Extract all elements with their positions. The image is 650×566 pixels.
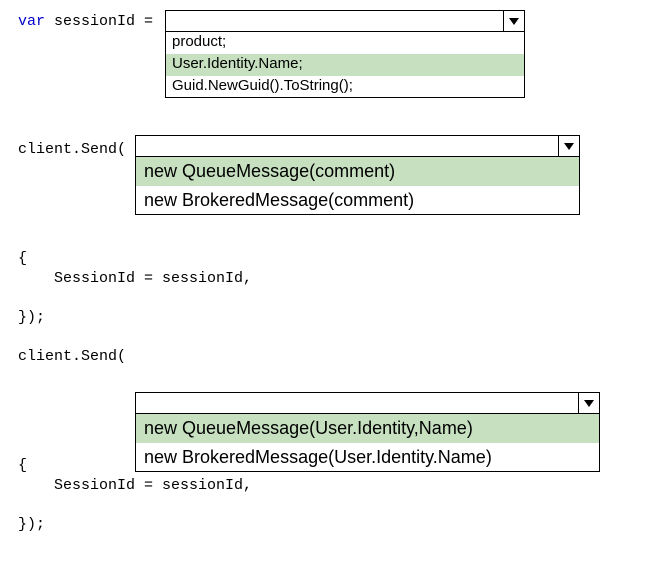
autocomplete-dropdown-2[interactable]: new QueueMessage(comment) new BrokeredMe… <box>135 135 580 215</box>
dropdown-input-row <box>166 11 524 32</box>
code-line-3: client.Send( <box>18 347 650 367</box>
code-session-assign: SessionId = sessionId, <box>18 476 650 496</box>
code-brace-open: { <box>18 249 650 269</box>
chevron-down-icon[interactable] <box>578 393 599 413</box>
dropdown-option[interactable]: Guid.NewGuid().ToString(); <box>166 76 524 98</box>
dropdown-option[interactable]: new BrokeredMessage(User.Identity.Name) <box>136 443 599 472</box>
code-brace-close: }); <box>18 308 650 328</box>
dropdown-input[interactable] <box>136 393 578 413</box>
code-pane: var sessionId = product; User.Identity.N… <box>0 0 650 534</box>
keyword-var: var <box>18 13 45 30</box>
dropdown-option[interactable]: product; <box>166 32 524 54</box>
blank-line <box>18 288 650 308</box>
dropdown-option-selected[interactable]: new QueueMessage(User.Identity,Name) <box>136 414 599 443</box>
dropdown-option-selected[interactable]: User.Identity.Name; <box>166 54 524 76</box>
blank-line <box>18 327 650 347</box>
dropdown-input-row <box>136 136 579 157</box>
code-session-assign: SessionId = sessionId, <box>18 269 650 289</box>
chevron-down-icon[interactable] <box>503 11 524 31</box>
dropdown-input[interactable] <box>136 136 558 156</box>
dropdown-input[interactable] <box>166 11 503 31</box>
autocomplete-dropdown-3[interactable]: new QueueMessage(User.Identity,Name) new… <box>135 392 600 472</box>
code-text: sessionId = <box>45 13 153 30</box>
chevron-down-icon[interactable] <box>558 136 579 156</box>
code-brace-close: }); <box>18 515 650 535</box>
autocomplete-dropdown-1[interactable]: product; User.Identity.Name; Guid.NewGui… <box>165 10 525 98</box>
dropdown-input-row <box>136 393 599 414</box>
blank-line <box>18 495 650 515</box>
dropdown-option-selected[interactable]: new QueueMessage(comment) <box>136 157 579 186</box>
dropdown-option[interactable]: new BrokeredMessage(comment) <box>136 186 579 215</box>
